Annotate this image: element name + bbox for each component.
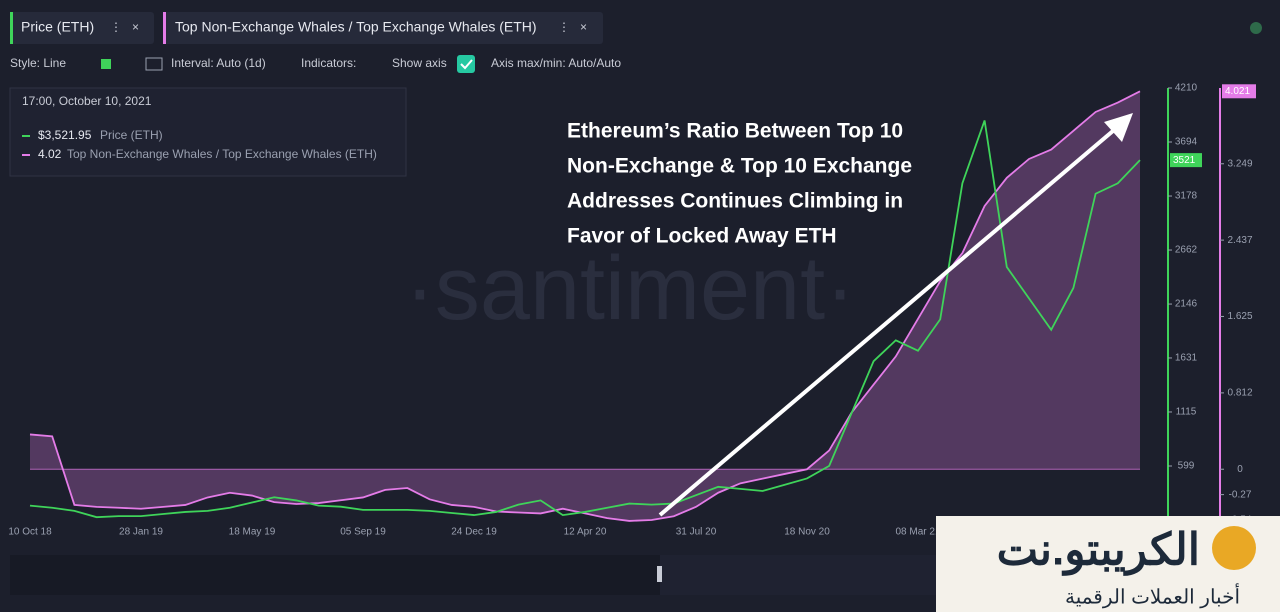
tab-menu[interactable]: ⋮ — [110, 20, 122, 34]
y-tick-label: 1631 — [1175, 353, 1198, 364]
tab-close[interactable]: × — [580, 20, 587, 34]
tooltip-name: Top Non-Exchange Whales / Top Exchange W… — [67, 147, 377, 161]
tooltip — [9, 87, 407, 177]
tooltip-date: 17:00, October 10, 2021 — [22, 94, 152, 108]
annotation-line: Ethereum’s Ratio Between Top 10 — [567, 120, 903, 143]
indicators-select[interactable]: Indicators: — [301, 56, 356, 70]
annotation-line: Favor of Locked Away ETH — [567, 225, 837, 248]
arrow-head — [1104, 113, 1133, 142]
y-tick-label: 4210 — [1175, 83, 1198, 94]
y-tick-label: 3694 — [1175, 137, 1198, 148]
y2-tick-label: 3.249 — [1227, 158, 1252, 169]
annotation-line: Non-Exchange & Top 10 Exchange — [567, 155, 912, 178]
y-tick-label: 3178 — [1175, 191, 1198, 202]
axis-minmax-select[interactable]: Axis max/min: Auto/Auto — [491, 56, 621, 70]
series-line — [29, 120, 1141, 519]
last-value-badge — [1222, 84, 1256, 99]
x-tick-label: 24 Dec 19 — [451, 527, 497, 538]
x-tick-label: 12 Apr 20 — [564, 527, 607, 538]
y-tick-label: 2146 — [1175, 299, 1198, 310]
tab[interactable] — [10, 12, 154, 44]
x-tick-label: 18 Nov 20 — [784, 527, 830, 538]
y2-tick-label: 2.437 — [1227, 235, 1252, 246]
y2-tick-label: 1.625 — [1227, 311, 1252, 322]
last-value-label: 3521 — [1173, 155, 1196, 166]
x-tick-label: 18 May 19 — [229, 527, 276, 538]
tab-accent — [10, 12, 13, 44]
tab[interactable] — [163, 12, 603, 44]
tooltip-name: Price (ETH) — [100, 128, 163, 142]
annotation: Ethereum’s Ratio Between Top 10 Non-Exch… — [567, 120, 912, 248]
x-tick-label: 31 Jul 20 — [676, 527, 717, 538]
navigator-handle[interactable] — [657, 566, 662, 582]
trend-arrow — [658, 123, 1122, 517]
y2-tick-label: 0.812 — [1227, 388, 1252, 399]
logo-name: الكريبتو.نت — [997, 526, 1200, 577]
y-tick-label: 1115 — [1176, 407, 1197, 418]
x-tick-label: 05 Sep 19 — [340, 527, 386, 538]
color-swatch[interactable] — [101, 59, 111, 69]
interval-icon — [145, 57, 163, 71]
tab-accent — [163, 12, 166, 44]
interval-select[interactable]: Interval: Auto (1d) — [171, 56, 266, 70]
y-tick-label: 599 — [1178, 461, 1195, 472]
x-tick-label: 08 Mar 21 — [895, 527, 940, 538]
watermark: ·santiment· — [405, 239, 855, 339]
status-dot — [1250, 22, 1262, 34]
tab-label: Price (ETH) — [21, 19, 94, 35]
x-tick-label: 10 Oct 18 — [8, 527, 52, 538]
y2-tick-label: -0.27 — [1229, 489, 1252, 500]
tooltip-value: 4.02 — [38, 147, 62, 161]
y2-tick-label: 0 — [1237, 464, 1243, 475]
y-tick-label: 2662 — [1175, 245, 1198, 256]
show-axis-checkbox[interactable] — [457, 55, 475, 73]
logo-coin — [1212, 526, 1256, 570]
show-axis-label: Show axis — [392, 56, 447, 70]
series-area — [30, 91, 1140, 521]
tooltip-value: $3,521.95 — [38, 128, 92, 142]
last-value-label: 4.021 — [1225, 86, 1250, 97]
annotation-line: Addresses Continues Climbing in — [567, 190, 903, 213]
logo-tagline: أخبار العملات الرقمية — [1065, 582, 1240, 608]
last-value-badge — [1170, 153, 1202, 168]
tab-close[interactable]: × — [132, 20, 139, 34]
tab-label: Top Non-Exchange Whales / Top Exchange W… — [175, 19, 537, 35]
tab-menu[interactable]: ⋮ — [558, 20, 570, 34]
navigator-mask — [10, 555, 660, 595]
style-select[interactable]: Style: Line — [10, 56, 66, 70]
x-tick-label: 28 Jan 19 — [119, 527, 163, 538]
check-icon — [460, 59, 473, 70]
